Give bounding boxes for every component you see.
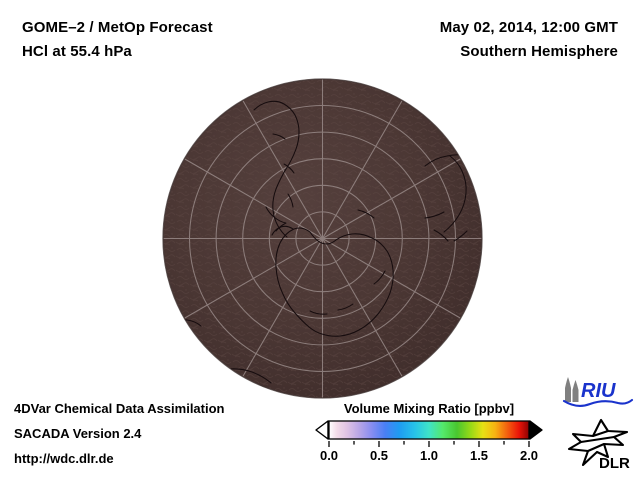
colorbar bbox=[315, 419, 543, 441]
footer-line-url: http://wdc.dlr.de bbox=[14, 451, 114, 466]
colorbar-title: Volume Mixing Ratio [ppbv] bbox=[343, 401, 515, 416]
dlr-eagle-icon bbox=[567, 418, 629, 467]
header-hemisphere: Southern Hemisphere bbox=[460, 43, 618, 60]
colorbar-ticks bbox=[328, 441, 530, 447]
colorbar-under-arrow bbox=[315, 420, 329, 440]
colorbar-tick-label: 0.5 bbox=[369, 448, 389, 463]
title-instrument: GOME–2 / MetOp Forecast bbox=[22, 19, 213, 36]
colorbar-tick-label: 2.0 bbox=[519, 448, 539, 463]
title-species-level: HCl at 55.4 hPa bbox=[22, 43, 132, 60]
dlr-logo: DLR bbox=[566, 418, 636, 470]
graticule bbox=[163, 79, 482, 398]
colorbar-ramp bbox=[328, 420, 530, 440]
riu-tower-icon bbox=[565, 377, 579, 402]
colorbar-tick-labels: 0.0 0.5 1.0 1.5 2.0 bbox=[305, 448, 553, 468]
dlr-wordmark: DLR bbox=[599, 455, 630, 470]
riu-wave-icon bbox=[562, 398, 634, 407]
riu-wordmark: RIU bbox=[581, 380, 616, 402]
riu-logo: RIU bbox=[562, 376, 634, 408]
header-datetime: May 02, 2014, 12:00 GMT bbox=[439, 19, 618, 36]
footer-line-method: 4DVar Chemical Data Assimilation bbox=[14, 401, 225, 416]
colorbar-tick-label: 0.0 bbox=[319, 448, 339, 463]
colorbar-over-arrow bbox=[529, 420, 543, 440]
colorbar-tick-label: 1.0 bbox=[419, 448, 439, 463]
colorbar-tick-label: 1.5 bbox=[469, 448, 489, 463]
footer-line-version: SACADA Version 2.4 bbox=[14, 426, 142, 441]
map-disk-outline bbox=[162, 78, 483, 399]
polar-stereographic-map bbox=[162, 78, 483, 399]
coastlines bbox=[169, 100, 473, 394]
